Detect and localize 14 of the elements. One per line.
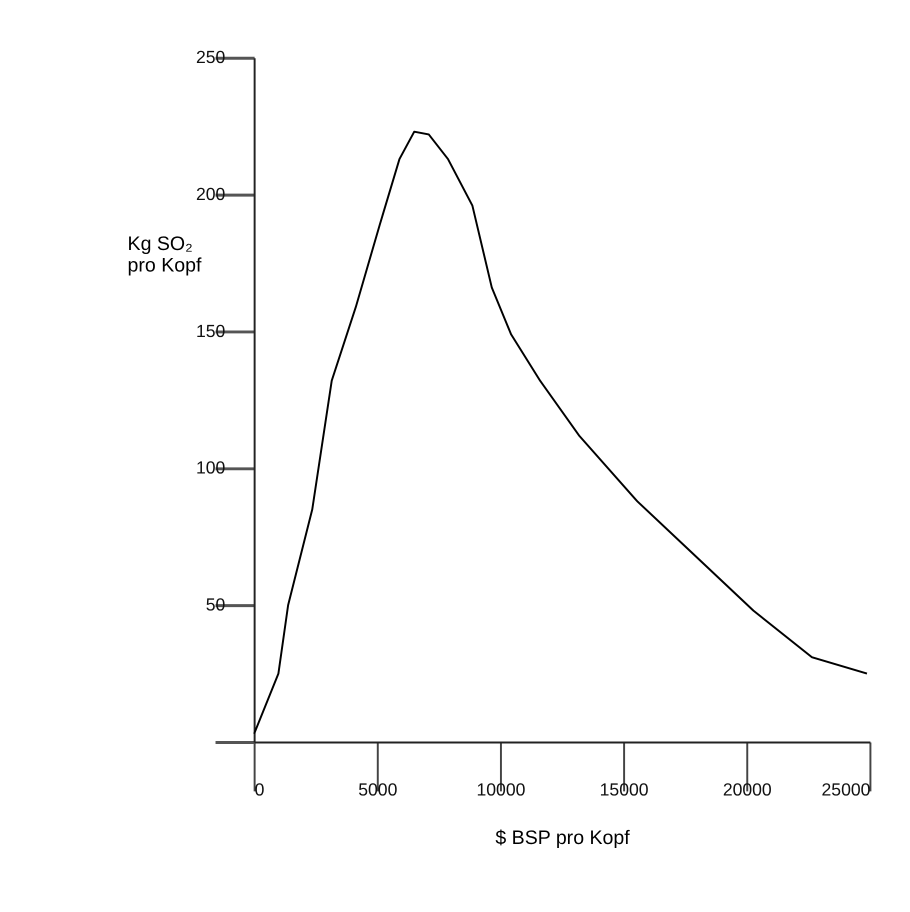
x-axis-title: $ BSP pro Kopf: [495, 827, 630, 850]
y-tick-label: 200: [196, 184, 226, 204]
y-axis-title: Kg SO₂ pro Kopf: [128, 232, 202, 276]
y-tick-label: 100: [196, 458, 226, 478]
x-tick-label: 25000: [822, 779, 871, 800]
line-series: [253, 130, 868, 735]
y-tick-label: 250: [196, 47, 226, 68]
x-tick-label: 10000: [476, 779, 526, 800]
y-tick-label: 50: [206, 594, 226, 615]
y-tick-label: 150: [196, 320, 226, 341]
x-tick-label: 20000: [722, 779, 772, 800]
x-tick-label: 0: [254, 779, 265, 800]
x-tick-label: 5000: [358, 779, 398, 800]
x-tick-label: 15000: [600, 779, 649, 800]
